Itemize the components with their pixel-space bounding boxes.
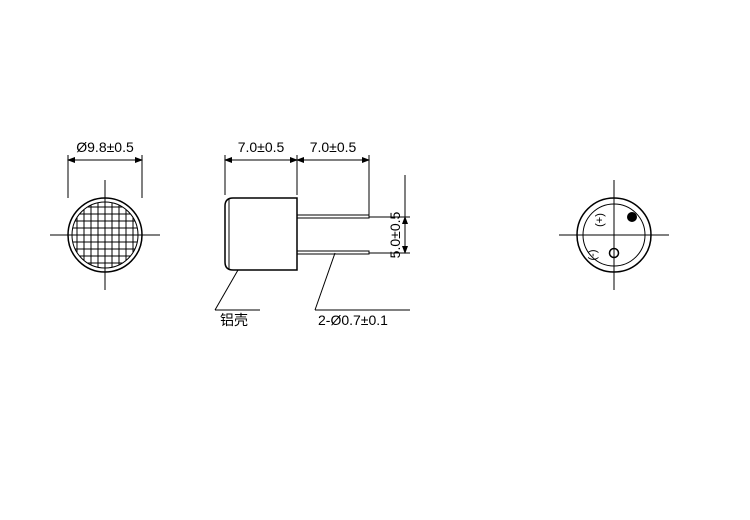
- back-pin-plus: [628, 213, 637, 222]
- minus-label: (-): [587, 250, 599, 261]
- shell-leader: [215, 270, 238, 310]
- side-body-depth-label: 7.0±0.5: [238, 139, 285, 155]
- shell-label: 铝壳: [220, 312, 248, 328]
- plus-label: (+): [594, 213, 606, 227]
- front-view: Ø9.8±0.5: [50, 139, 160, 290]
- side-pin-gap-label: 5.0±0.5: [387, 211, 403, 258]
- side-body: [225, 198, 297, 270]
- side-pin-bottom: [297, 251, 369, 254]
- side-pin-len-label: 7.0±0.5: [310, 139, 357, 155]
- side-pin-top: [297, 215, 369, 218]
- front-diameter-label: Ø9.8±0.5: [76, 139, 134, 155]
- pin-dia-label: 2-Ø0.7±0.1: [318, 312, 388, 328]
- side-view: 7.0±0.5 7.0±0.5 5.0±0.5 铝壳 2-Ø0.7±0.1: [215, 139, 410, 328]
- pin-dia-leader: [315, 253, 335, 310]
- back-view: (+) (-): [559, 180, 669, 290]
